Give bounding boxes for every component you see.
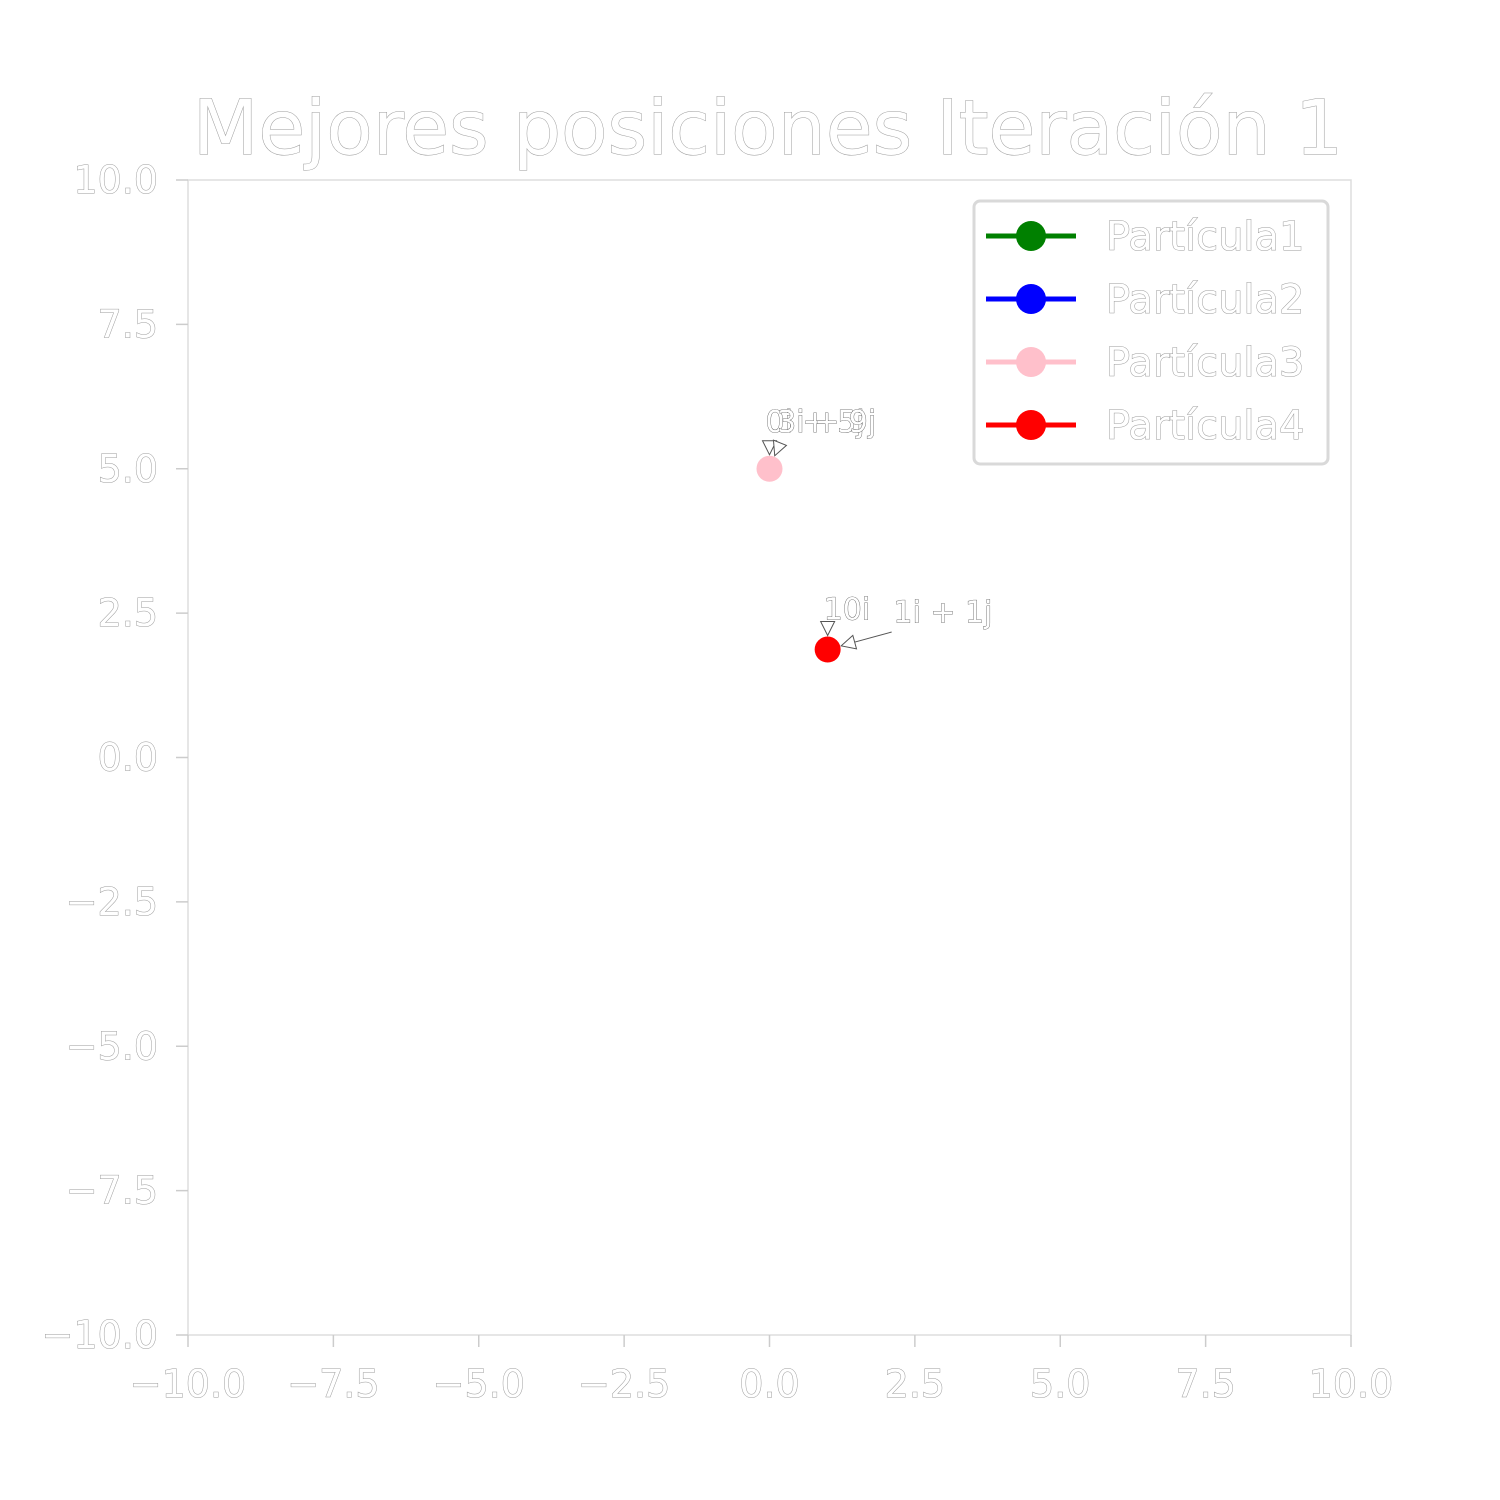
annotation-arrowhead [761, 440, 778, 456]
legend-marker [1016, 221, 1046, 251]
legend-label: Partícula2 [1106, 277, 1305, 323]
legend-frame [972, 199, 1330, 466]
chart-title: Mejores posiciones Iteración 1 [193, 83, 1343, 172]
x-tick-label: 7.5 [1175, 1362, 1235, 1406]
annotation-label: 3i + 9j [777, 405, 876, 440]
y-tick-label: −5.0 [66, 1024, 158, 1068]
legend-marker [1016, 284, 1046, 314]
legend-label: Partícula4 [1106, 403, 1305, 449]
y-axis-ticks: −10.0 −7.5 −5.0 −2.5 0.0 2.5 5.0 7.5 10.0 [41, 158, 188, 1358]
annotation-arrowhead [772, 439, 788, 457]
annotation-arrowhead [840, 634, 858, 650]
annotation-arrowhead [819, 621, 836, 637]
x-tick-label: −5.0 [433, 1362, 525, 1406]
y-tick-label: 10.0 [73, 158, 158, 202]
data-point-partícula3 [756, 455, 783, 482]
y-tick-label: 5.0 [98, 447, 158, 491]
legend-label: Partícula1 [1106, 214, 1305, 260]
legend-marker [1016, 410, 1046, 440]
annotation-label: 0i + 5j [766, 405, 865, 440]
x-tick-label: 5.0 [1030, 1362, 1090, 1406]
y-tick-label: 0.0 [98, 736, 158, 780]
data-point-partícula4 [814, 636, 841, 663]
annotation-label: 10i [824, 593, 871, 628]
y-tick-label: 2.5 [98, 591, 158, 635]
x-tick-label: 10.0 [1309, 1362, 1394, 1406]
x-tick-label: 2.5 [885, 1362, 945, 1406]
x-axis-ticks: −10.0 −7.5 −5.0 −2.5 0.0 2.5 5.0 7.5 10.0 [129, 1335, 1394, 1407]
annotation-label: 1i + 1j [893, 595, 992, 630]
y-tick-label: 7.5 [98, 302, 158, 346]
legend-marker [1016, 347, 1046, 377]
legend-label: Partícula3 [1106, 340, 1305, 386]
x-tick-label: 0.0 [739, 1362, 799, 1406]
y-tick-label: −10.0 [42, 1313, 158, 1357]
y-tick-label: −2.5 [66, 880, 158, 924]
x-tick-label: −7.5 [287, 1362, 379, 1406]
legend: Partícula1 Partícula2 Partícula3 Partícula4 [972, 199, 1330, 466]
x-tick-label: −2.5 [578, 1362, 670, 1406]
data-points [756, 455, 841, 663]
y-tick-label: −7.5 [66, 1169, 158, 1213]
x-tick-label: −10.0 [130, 1362, 246, 1406]
